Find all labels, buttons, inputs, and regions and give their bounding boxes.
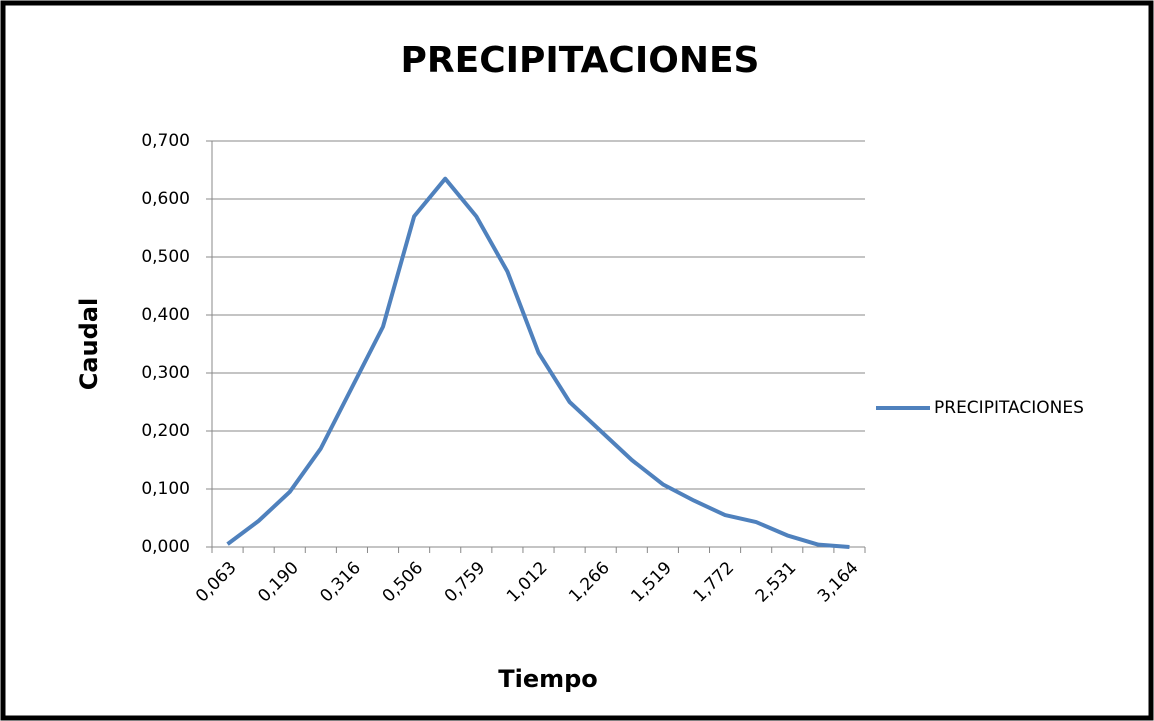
y-tick-label: 0,100: [141, 479, 190, 499]
y-tick-label: 0,700: [141, 131, 190, 151]
y-tick-label: 0,500: [141, 247, 190, 267]
legend-label: PRECIPITACIONES: [934, 398, 1084, 418]
y-tick-label: 0,400: [141, 305, 190, 325]
series-line: [226, 176, 850, 549]
y-tick-label: 0,600: [141, 189, 190, 209]
y-tick-label: 0,300: [141, 363, 190, 383]
chart-title: PRECIPITACIONES: [401, 40, 760, 81]
y-axis-title: Caudal: [75, 298, 103, 391]
y-tick-label: 0,000: [141, 537, 190, 557]
x-axis-title: Tiempo: [498, 665, 598, 693]
y-tick-label: 0,200: [141, 421, 190, 441]
